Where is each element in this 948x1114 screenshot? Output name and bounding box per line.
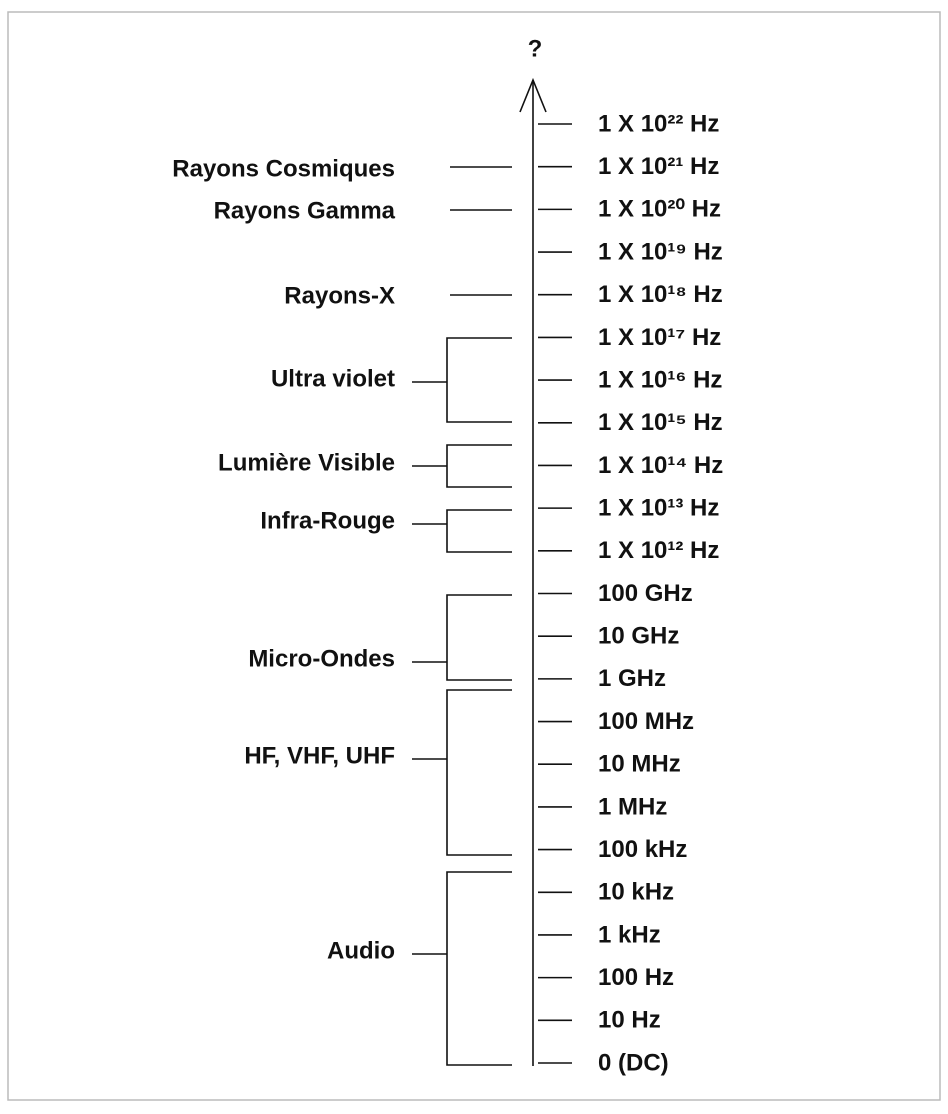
frequency-label: 0 (DC) (598, 1049, 669, 1076)
band-label: HF, VHF, UHF (244, 742, 395, 769)
frequency-label: 10 GHz (598, 623, 679, 650)
frequency-label: 1 X 10²² Hz (598, 110, 719, 137)
frequency-label: 1 MHz (598, 793, 667, 820)
frequency-label: 1 X 10¹⁸ Hz (598, 281, 723, 308)
frequency-label: 1 X 10¹⁷ Hz (598, 324, 721, 351)
band-label: Micro-Ondes (248, 645, 395, 672)
band-bracket (446, 509, 512, 553)
frequency-label: 100 Hz (598, 964, 674, 991)
band-bracket (446, 337, 512, 423)
frequency-label: 100 kHz (598, 836, 687, 863)
band-label: Ultra violet (271, 365, 395, 392)
frequency-label: 1 X 10²⁰ Hz (598, 196, 721, 223)
axis-arrow (519, 77, 547, 113)
frequency-label: 1 X 10¹⁴ Hz (598, 452, 723, 479)
frequency-label: 1 kHz (598, 921, 661, 948)
frequency-label: 10 kHz (598, 879, 674, 906)
band-bracket (446, 444, 512, 488)
band-label: Audio (327, 937, 395, 964)
frame (7, 11, 941, 1101)
band-bracket (446, 689, 512, 856)
frequency-label: 1 X 10²¹ Hz (598, 153, 719, 180)
frequency-label: 10 Hz (598, 1007, 661, 1034)
frequency-label: 1 X 10¹³ Hz (598, 494, 719, 521)
band-label: Rayons Cosmiques (172, 155, 395, 182)
band-label: Infra-Rouge (260, 507, 395, 534)
band-label: Rayons Gamma (214, 197, 396, 224)
frequency-label: 1 X 10¹⁶ Hz (598, 366, 722, 393)
frequency-label: 1 X 10¹⁹ Hz (598, 238, 723, 265)
frequency-label: 10 MHz (598, 751, 681, 778)
frequency-label: 1 X 10¹⁵ Hz (598, 409, 723, 436)
band-label: Rayons-X (284, 282, 395, 309)
frequency-label: 1 X 10¹² Hz (598, 537, 719, 564)
band-bracket (446, 594, 512, 681)
band-bracket (446, 871, 512, 1066)
frequency-label: 100 GHz (598, 580, 693, 607)
top-label: ? (528, 35, 543, 62)
frequency-label: 1 GHz (598, 665, 666, 692)
band-label: Lumière Visible (218, 449, 395, 476)
frequency-label: 100 MHz (598, 708, 694, 735)
